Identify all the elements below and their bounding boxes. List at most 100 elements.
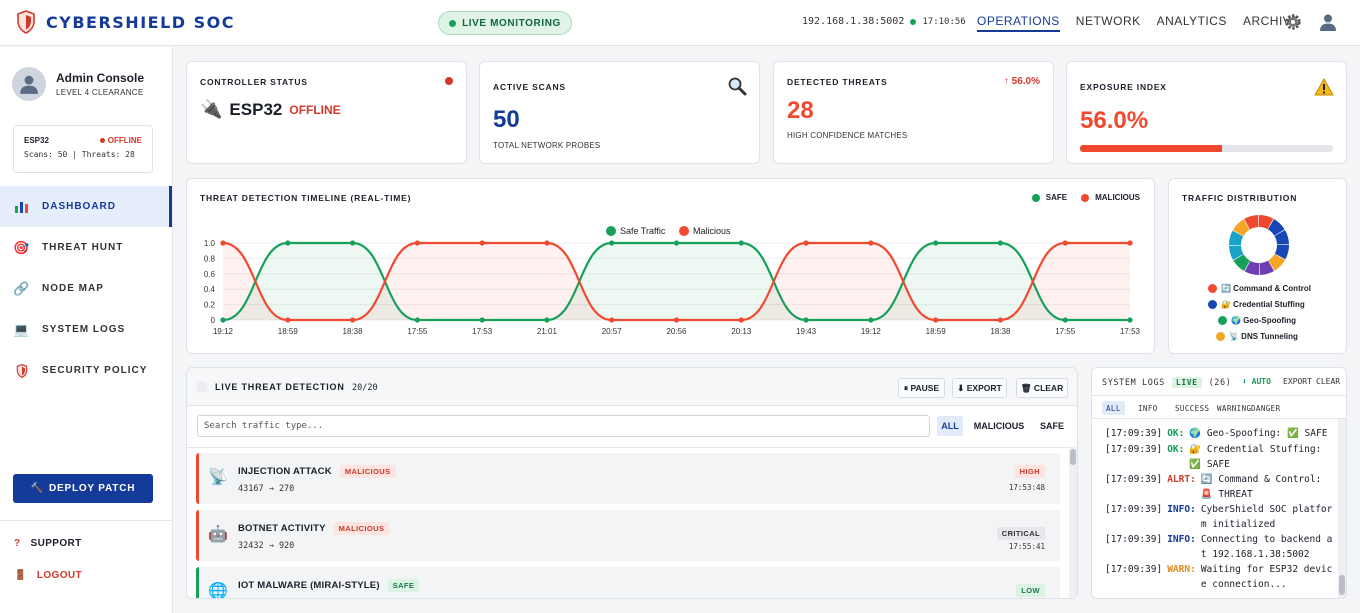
logs-scrollbar[interactable] xyxy=(1338,419,1346,598)
data-point[interactable] xyxy=(803,317,809,323)
shield-icon xyxy=(14,363,30,379)
data-point[interactable] xyxy=(1127,240,1133,246)
data-point[interactable] xyxy=(738,317,744,323)
donut-slice[interactable] xyxy=(1259,215,1274,230)
deploy-patch-button[interactable]: 🔨 DEPLOY PATCH xyxy=(13,474,153,503)
donut-slice[interactable] xyxy=(1229,230,1244,245)
log-line: [17:09:39] OK: 🔐 Credential Stuffing: ✅ … xyxy=(1105,442,1333,472)
tab-analytics[interactable]: ANALYTICS xyxy=(1156,14,1227,28)
logs-clear-button[interactable]: CLEAR xyxy=(1316,377,1341,386)
data-point[interactable] xyxy=(933,317,939,323)
threat-row[interactable]: 📡 INJECTION ATTACK MALICIOUS 43167 → 270… xyxy=(196,453,1060,504)
classification-badge: MALICIOUS xyxy=(333,522,390,535)
sidebar-item-label: SYSTEM LOGS xyxy=(42,324,126,335)
data-point[interactable] xyxy=(609,240,615,246)
data-point[interactable] xyxy=(349,240,356,246)
data-point[interactable] xyxy=(285,317,291,323)
data-point[interactable] xyxy=(803,240,809,246)
donut-slice[interactable] xyxy=(1244,215,1259,230)
sidebar-item-threat-hunt[interactable]: 🎯 THREAT HUNT xyxy=(0,227,172,268)
detected-threats-card: DETECTED THREATS ↑ 56.0% 28 HIGH CONFIDE… xyxy=(773,61,1054,164)
data-point[interactable] xyxy=(220,317,226,323)
log-level: WARN: xyxy=(1167,564,1196,575)
exposure-progress-track xyxy=(1080,145,1333,152)
data-point[interactable] xyxy=(868,240,874,246)
tab-archive[interactable]: ARCHIVE xyxy=(1242,14,1300,28)
profile[interactable]: Admin Console LEVEL 4 CLEARANCE xyxy=(12,67,144,101)
data-point[interactable] xyxy=(868,317,874,323)
donut-slice[interactable] xyxy=(1268,219,1285,236)
legend-label: 🌍 Geo-Spoofing xyxy=(1231,316,1297,325)
sidebar-item-dashboard[interactable]: DASHBOARD xyxy=(0,186,172,227)
brand[interactable]: CYBERSHIELD SOC xyxy=(16,10,235,34)
threat-row[interactable]: 🌐 IOT MALWARE (MIRAI-STYLE) SAFE LOW xyxy=(196,567,1060,598)
filter-all[interactable]: ALL xyxy=(937,416,963,436)
logs-export-button[interactable]: EXPORT xyxy=(1283,377,1312,386)
tab-network[interactable]: NETWORK xyxy=(1075,14,1141,28)
support-link[interactable]: ? SUPPORT xyxy=(14,538,82,549)
data-point[interactable] xyxy=(1062,240,1068,246)
log-filter-success[interactable]: SUCCESS xyxy=(1175,403,1210,413)
donut-slice[interactable] xyxy=(1259,260,1274,275)
x-tick-label: 19:12 xyxy=(213,327,234,336)
export-button[interactable]: ⬇ EXPORT xyxy=(952,378,1007,398)
data-point[interactable] xyxy=(997,317,1004,323)
search-input[interactable] xyxy=(197,415,930,437)
data-point[interactable] xyxy=(414,317,420,323)
sidebar-item-node-map[interactable]: 🔗 NODE MAP xyxy=(0,268,172,309)
data-point[interactable] xyxy=(285,240,291,246)
list-scrollbar[interactable] xyxy=(1069,447,1077,598)
device-status-label: OFFLINE xyxy=(107,136,142,145)
log-filter-all[interactable]: ALL xyxy=(1102,401,1125,415)
threat-row[interactable]: 🤖 BOTNET ACTIVITY MALICIOUS 32432 → 920 … xyxy=(196,510,1060,561)
log-filter-info[interactable]: INFO xyxy=(1138,403,1158,413)
filter-safe[interactable]: SAFE xyxy=(1039,421,1064,431)
donut-slice[interactable] xyxy=(1268,254,1285,271)
data-point[interactable] xyxy=(544,240,550,246)
donut-slice[interactable] xyxy=(1233,219,1250,236)
data-point[interactable] xyxy=(609,317,615,323)
data-point[interactable] xyxy=(997,240,1004,246)
monitor-icon: 💻 xyxy=(13,321,31,337)
data-point[interactable] xyxy=(1062,317,1068,323)
x-tick-label: 17:53 xyxy=(472,327,493,336)
logs-live-badge: LIVE xyxy=(1171,377,1202,388)
donut-slice[interactable] xyxy=(1233,254,1250,271)
satellite-icon: 📡 xyxy=(208,469,228,486)
data-point[interactable] xyxy=(738,240,744,246)
log-filter-danger[interactable]: DANGER xyxy=(1251,403,1281,413)
data-point[interactable] xyxy=(349,317,356,323)
donut-slice[interactable] xyxy=(1229,245,1244,260)
log-line: [17:09:39] WARN: Waiting for ESP32 devic… xyxy=(1105,562,1333,592)
traffic-distribution-title: TRAFFIC DISTRIBUTION xyxy=(1182,193,1298,203)
scrollbar-thumb[interactable] xyxy=(1339,575,1345,595)
data-point[interactable] xyxy=(673,317,680,323)
data-point[interactable] xyxy=(220,240,226,246)
data-point[interactable] xyxy=(479,317,485,323)
data-point[interactable] xyxy=(1127,317,1133,323)
data-point[interactable] xyxy=(479,240,485,246)
user-icon[interactable] xyxy=(1318,12,1338,32)
tab-operations[interactable]: OPERATIONS xyxy=(977,0,1060,32)
donut-slice[interactable] xyxy=(1274,245,1289,260)
pause-button[interactable]: ⏸ PAUSE xyxy=(898,378,945,398)
data-point[interactable] xyxy=(414,240,420,246)
auto-scroll-toggle[interactable]: ⬇ AUTO xyxy=(1242,377,1271,386)
data-point[interactable] xyxy=(673,240,680,246)
filter-malicious[interactable]: MALICIOUS xyxy=(973,421,1025,431)
legend-label: 🔐 Credential Stuffing xyxy=(1221,300,1305,309)
pulse-indicator xyxy=(196,381,208,393)
data-point[interactable] xyxy=(933,240,939,246)
data-point[interactable] xyxy=(544,317,550,323)
active-scans-value: 50 xyxy=(493,106,520,133)
donut-slice[interactable] xyxy=(1244,260,1259,275)
sidebar-item-security-policy[interactable]: SECURITY POLICY xyxy=(0,350,172,391)
controller-device-name: ESP32 xyxy=(229,99,283,119)
gear-icon[interactable] xyxy=(1283,12,1303,32)
clear-button[interactable]: 🗑 CLEAR xyxy=(1016,378,1068,398)
scrollbar-thumb[interactable] xyxy=(1070,449,1076,465)
sidebar-item-system-logs[interactable]: 💻 SYSTEM LOGS xyxy=(0,309,172,350)
donut-slice[interactable] xyxy=(1274,230,1289,245)
log-filter-warning[interactable]: WARNING xyxy=(1217,403,1252,413)
logout-link[interactable]: 🚪 LOGOUT xyxy=(14,570,82,581)
